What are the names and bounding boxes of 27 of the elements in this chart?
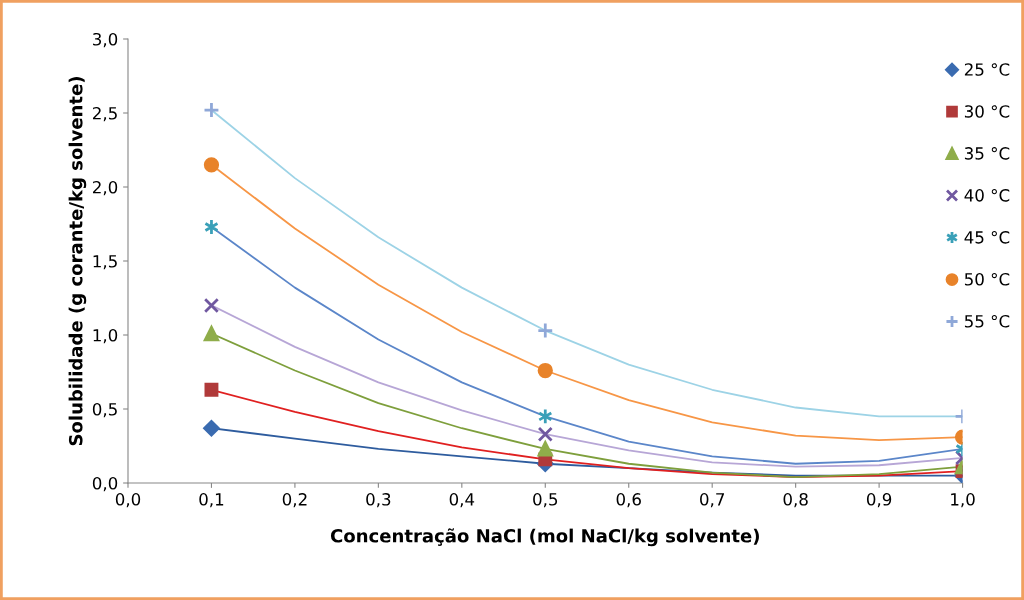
y-tick-label: 0,5	[92, 402, 117, 418]
legend-label: 45 °C	[964, 231, 1010, 244]
legend-label: 30 °C	[964, 105, 1010, 118]
x-tick-label: 0,1	[199, 493, 224, 508]
x-tick-label: 0,6	[616, 493, 641, 508]
y-tick-label: 0,0	[92, 476, 118, 492]
x-tick-label: 0,7	[700, 493, 725, 508]
x-tick-label: 0,4	[449, 493, 475, 508]
y-tick-label: 3,0	[93, 32, 118, 48]
y-tick-label: 1,0	[93, 328, 118, 344]
y-tick-label: 2,5	[92, 106, 117, 122]
x-tick-label: 0,0	[115, 493, 141, 508]
legend-label: 55 °C	[964, 314, 1010, 328]
x-tick-label: 1,0	[951, 493, 975, 508]
legend-label: 50 °C	[964, 272, 1010, 286]
legend-label: 35 °C	[964, 147, 1010, 160]
y-tick-label: 1,5	[93, 255, 117, 270]
legend-label: 40 °C	[964, 189, 1010, 202]
x-tick-label: 0,5	[533, 493, 558, 508]
legend-label: 25 °C	[964, 63, 1010, 76]
x-tick-label: 0,2	[282, 493, 307, 508]
y-tick-label: 2,0	[92, 180, 118, 196]
x-tick-label: 0,3	[366, 493, 391, 508]
x-axis-title: Concentração NaCl (mol NaCl/kg solvente)	[330, 528, 759, 547]
x-tick-label: 0,8	[783, 493, 808, 508]
x-tick-label: 0,9	[866, 493, 892, 508]
y-axis-title: Solubilidade (g corante/kg solvente)	[68, 77, 87, 446]
